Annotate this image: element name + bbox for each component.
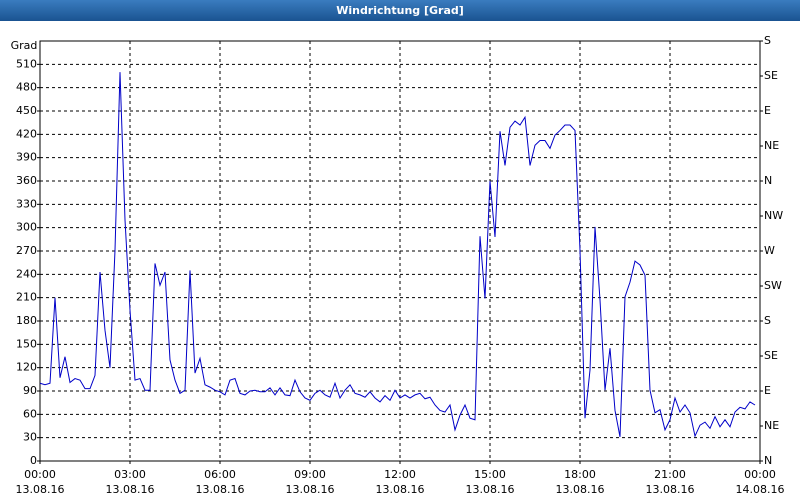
x-tick-date: 13.08.16 xyxy=(376,483,425,496)
x-tick-label: 09:00 xyxy=(294,468,326,481)
y2-tick-label: E xyxy=(764,384,771,397)
x-tick-label: 12:00 xyxy=(384,468,416,481)
chart-title: Windrichtung [Grad] xyxy=(336,4,464,17)
y2-tick-label: SE xyxy=(764,69,778,82)
y-tick-label: 450 xyxy=(16,104,37,117)
x-tick-date: 13.08.16 xyxy=(466,483,515,496)
x-tick-label: 06:00 xyxy=(204,468,236,481)
y2-tick-label: SE xyxy=(764,349,778,362)
y-tick-label: 240 xyxy=(16,267,37,280)
y-tick-label: 300 xyxy=(16,221,37,234)
y-tick-label: 420 xyxy=(16,127,37,140)
x-tick-label: 00:00 xyxy=(24,468,56,481)
y-tick-label: 270 xyxy=(16,244,37,257)
x-tick-label: 15:00 xyxy=(474,468,506,481)
x-tick-date: 13.08.16 xyxy=(106,483,155,496)
y-tick-label: 480 xyxy=(16,81,37,94)
y-tick-label: 90 xyxy=(23,384,37,397)
x-tick-date: 13.08.16 xyxy=(196,483,245,496)
x-tick-date: 13.08.16 xyxy=(556,483,605,496)
title-bar xyxy=(0,0,800,21)
x-tick-label: 21:00 xyxy=(654,468,686,481)
y2-tick-label: E xyxy=(764,104,771,117)
y2-tick-label: NE xyxy=(764,139,779,152)
x-tick-label: 03:00 xyxy=(114,468,146,481)
y-tick-label: 210 xyxy=(16,291,37,304)
x-tick-label: 00:00 xyxy=(744,468,776,481)
y-tick-label: 330 xyxy=(16,197,37,210)
y2-tick-label: S xyxy=(764,314,771,327)
y2-tick-label: N xyxy=(764,174,772,187)
y2-tick-label: NW xyxy=(764,209,783,222)
y-tick-label: 360 xyxy=(16,174,37,187)
y2-tick-label: NE xyxy=(764,419,779,432)
y-axis-label: Grad xyxy=(11,39,38,52)
y2-tick-label: N xyxy=(764,454,772,467)
y2-tick-label: SW xyxy=(764,279,782,292)
x-tick-date: 13.08.16 xyxy=(16,483,65,496)
x-tick-date: 14.08.16 xyxy=(736,483,785,496)
y-tick-label: 180 xyxy=(16,314,37,327)
y-tick-label: 150 xyxy=(16,337,37,350)
y-tick-label: 0 xyxy=(30,454,37,467)
y2-tick-label: W xyxy=(764,244,775,257)
y-tick-label: 120 xyxy=(16,361,37,374)
data-line xyxy=(39,72,756,438)
y-tick-label: 30 xyxy=(23,431,37,444)
y-tick-label: 60 xyxy=(23,407,37,420)
x-tick-label: 18:00 xyxy=(564,468,596,481)
y2-tick-label: S xyxy=(764,34,771,47)
y-tick-label: 510 xyxy=(16,57,37,70)
y-tick-label: 390 xyxy=(16,151,37,164)
x-tick-date: 13.08.16 xyxy=(646,483,695,496)
x-tick-date: 13.08.16 xyxy=(286,483,335,496)
